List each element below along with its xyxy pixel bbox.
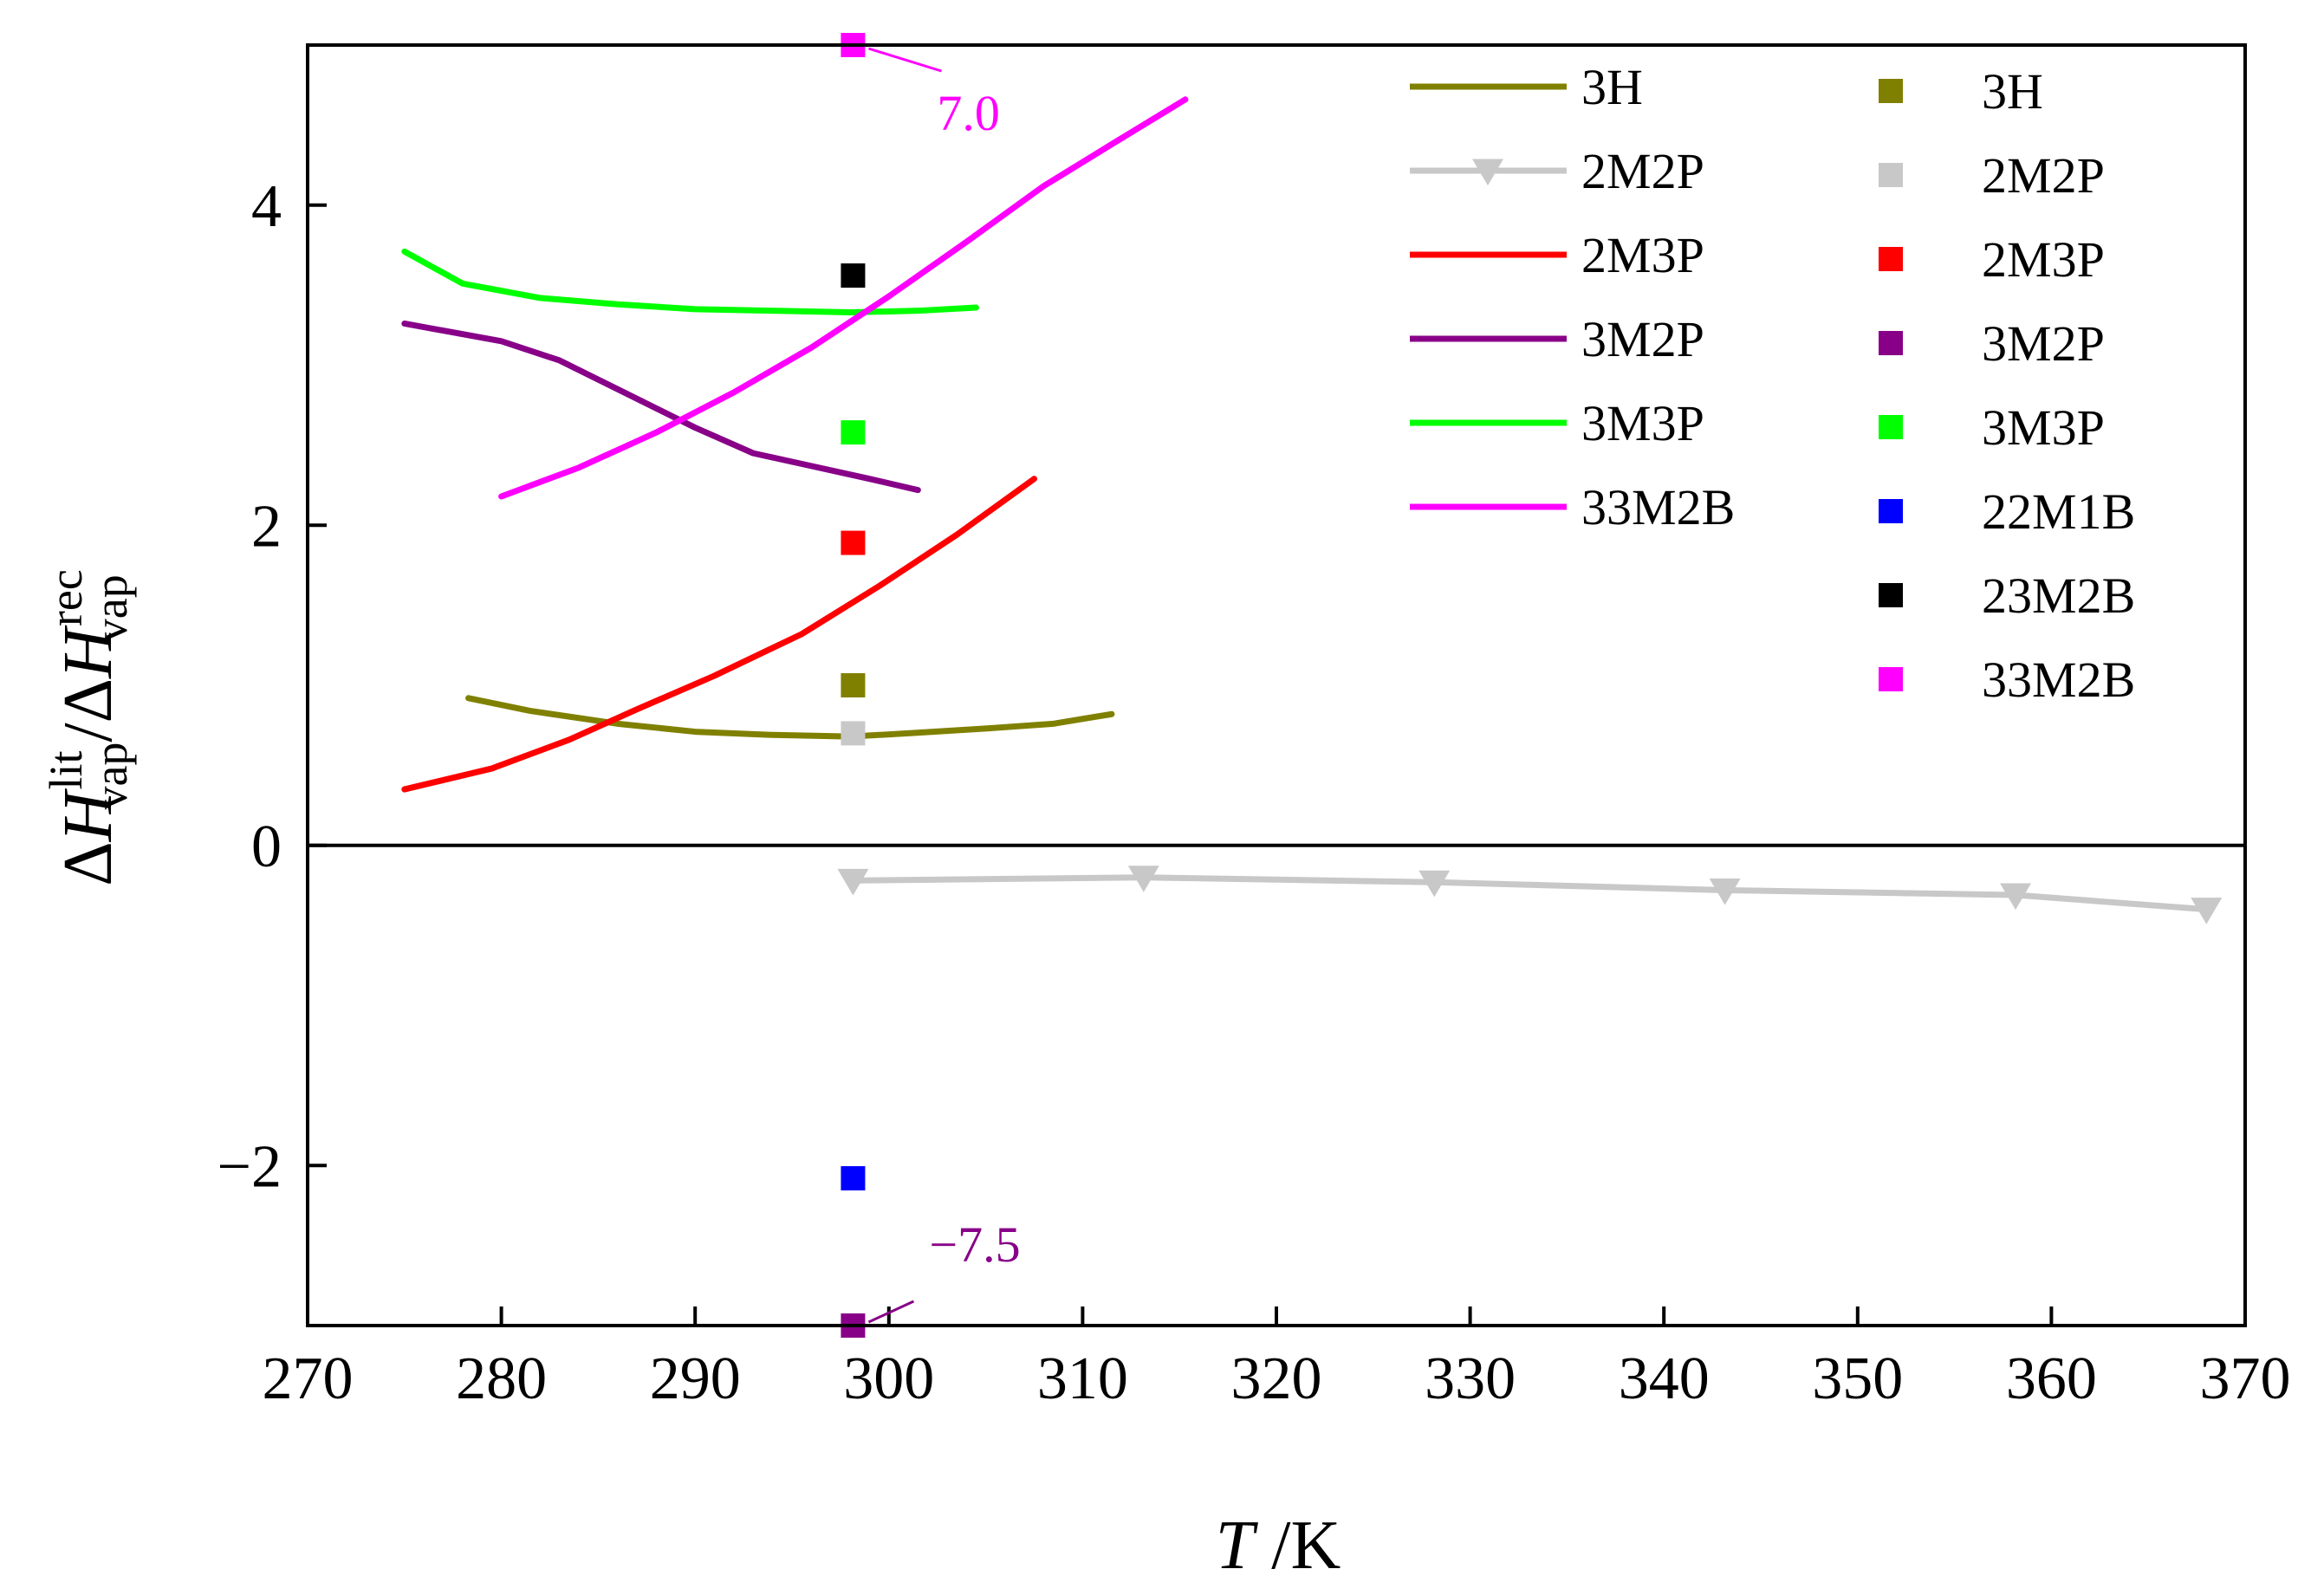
series-line-33m2b xyxy=(498,96,1189,500)
legend-swatch xyxy=(1879,247,1903,271)
y-tick-label: 2 xyxy=(251,493,282,560)
legend-item-point-3m3p: 3M3P xyxy=(1879,399,2105,456)
svg-text:ΔHlitvap/ΔHrecvap: ΔHlitvap/ΔHrecvap xyxy=(40,569,137,886)
legend-item-point-23m2b: 23M2B xyxy=(1879,567,2135,624)
point-3m3p xyxy=(841,420,866,445)
legend-item-line-2m2p: 2M2P xyxy=(1410,143,1704,199)
legend-label: 22M1B xyxy=(1982,483,2135,540)
annotation--7-5: −7.5 xyxy=(867,1216,1021,1324)
x-tick-label: 370 xyxy=(2200,1345,2291,1412)
legend-item-line-3m2p: 3M2P xyxy=(1410,311,1704,367)
legend-item-point-2m2p: 2M2P xyxy=(1879,147,2105,204)
line-2m3p xyxy=(401,476,1037,793)
point-2m2p xyxy=(837,868,869,896)
legend-swatch xyxy=(1879,583,1903,607)
x-axis-title-variable: T xyxy=(1216,1507,1259,1584)
x-tick-label: 340 xyxy=(1619,1345,1710,1412)
legend-label: 3H xyxy=(1581,59,1643,115)
legend: 3H 2M2P 2M3P 3M2P 3M3P 33M2B 3H 2M2P 2M3P 3M2P 3M3… xyxy=(1410,59,2135,708)
series-line-3h xyxy=(465,695,1115,740)
line-3h xyxy=(465,695,1115,740)
line-3m2p xyxy=(401,320,921,494)
legend-label: 3H xyxy=(1982,63,2043,120)
axis-ticks: 270 280 290 300 310 320 330 340 350 360 370 −2 0 2 4 xyxy=(217,173,2291,1412)
legend-swatch xyxy=(1879,415,1903,439)
x-tick-label: 350 xyxy=(1812,1345,1903,1412)
x-tick-label: 330 xyxy=(1425,1345,1516,1412)
point-2m2p xyxy=(2000,883,2032,911)
series-line-3m2p xyxy=(401,320,921,494)
plot-content xyxy=(308,33,2245,1338)
x-tick-label: 320 xyxy=(1231,1345,1322,1412)
legend-label: 2M2P xyxy=(1982,147,2105,204)
y-axis-title: ΔHlitvap/ΔHrecvap xyxy=(40,569,137,886)
legend-swatch xyxy=(1879,79,1903,103)
point-3h xyxy=(841,673,866,697)
legend-item-point-3m2p: 3M2P xyxy=(1879,315,2105,372)
line-3m3p xyxy=(401,248,979,316)
legend-swatch xyxy=(1879,331,1903,355)
y-tick-label: 0 xyxy=(251,814,282,880)
legend-item-point-22m1b: 22M1B xyxy=(1879,483,2135,540)
x-tick-label: 290 xyxy=(650,1345,741,1412)
legend-swatch xyxy=(1879,667,1903,691)
legend-label: 33M2B xyxy=(1982,652,2135,708)
x-tick-label: 300 xyxy=(843,1345,934,1412)
annotations: 7.0 −7.5 xyxy=(867,47,1021,1324)
x-axis-title-unit: /K xyxy=(1254,1507,1341,1584)
point-2m2p xyxy=(841,721,866,746)
series-line-2m2p xyxy=(837,866,2223,924)
legend-label: 3M3P xyxy=(1581,395,1704,451)
legend-label: 2M2P xyxy=(1581,143,1704,199)
series-line-2m3p xyxy=(401,476,1037,793)
legend-label: 2M3P xyxy=(1982,231,2105,288)
x-tick-label: 310 xyxy=(1037,1345,1128,1412)
line-2m2p xyxy=(849,874,2210,913)
legend-label: 2M3P xyxy=(1581,227,1704,283)
legend-item-point-33m2b: 33M2B xyxy=(1879,652,2135,708)
legend-label: 3M2P xyxy=(1982,315,2105,372)
point-2m2p xyxy=(1418,870,1451,898)
x-tick-label: 280 xyxy=(456,1345,547,1412)
legend-item-line-33m2b: 33M2B xyxy=(1410,479,1735,535)
legend-item-line-2m3p: 2M3P xyxy=(1410,227,1704,283)
legend-swatch xyxy=(1879,499,1903,523)
point-2m3p xyxy=(841,530,866,555)
legend-item-line-3h: 3H xyxy=(1410,59,1643,115)
legend-marker xyxy=(1472,159,1503,186)
annotation-7-0: 7.0 xyxy=(867,47,1000,141)
x-axis-title: T /K xyxy=(1216,1507,1341,1584)
x-tick-label: 270 xyxy=(263,1345,354,1412)
annotation-leader xyxy=(867,47,942,73)
y-tick-label: −2 xyxy=(217,1133,282,1200)
annotation-label: 7.0 xyxy=(937,85,1000,141)
point-2m2p xyxy=(1709,878,1741,905)
line-33m2b xyxy=(498,96,1189,500)
annotation-label: −7.5 xyxy=(929,1216,1020,1273)
legend-item-point-2m3p: 2M3P xyxy=(1879,231,2105,288)
point-23m2b xyxy=(841,263,866,289)
legend-swatch xyxy=(1879,163,1903,187)
x-tick-label: 360 xyxy=(2006,1345,2097,1412)
point-22m1b xyxy=(841,1166,866,1191)
annotation-leader xyxy=(867,1300,915,1324)
legend-label: 33M2B xyxy=(1581,479,1735,535)
legend-label: 23M2B xyxy=(1982,567,2135,624)
legend-label: 3M3P xyxy=(1982,399,2105,456)
point-2m2p xyxy=(2191,898,2223,924)
point-2m2p xyxy=(1127,866,1159,892)
legend-item-line-3m3p: 3M3P xyxy=(1410,395,1704,451)
legend-label: 3M2P xyxy=(1581,311,1704,367)
series-line-3m3p xyxy=(401,248,979,316)
y-tick-label: 4 xyxy=(251,173,282,240)
legend-item-point-3h: 3H xyxy=(1879,63,2043,120)
